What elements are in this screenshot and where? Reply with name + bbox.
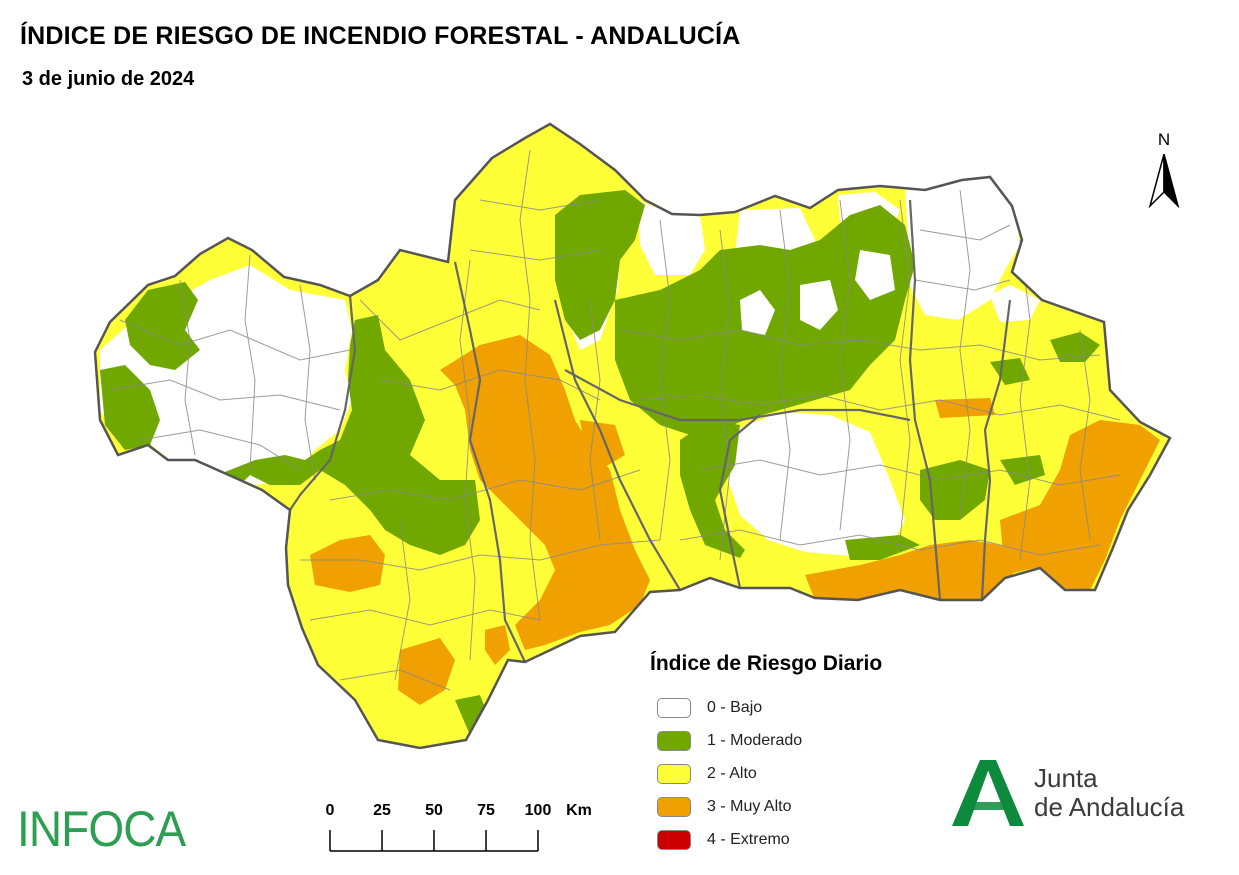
legend-label-moderado: 1 - Moderado <box>707 731 803 749</box>
legend-item-muy-alto: 3 - Muy Alto <box>650 790 950 823</box>
scale-tick-25: 25 <box>373 802 391 819</box>
scale-tick-100: 100 <box>524 802 552 819</box>
legend-swatch-alto <box>657 763 691 784</box>
scale-bar: 0 25 50 75 100 Km <box>322 800 622 860</box>
legend-swatch-muy-alto <box>657 796 691 817</box>
junta-logo-mark-icon <box>952 760 1024 826</box>
legend-swatch-moderado <box>657 730 691 751</box>
scale-unit: Km <box>566 802 592 819</box>
legend-swatch-extremo <box>657 829 691 850</box>
junta-logo-line1: Junta <box>1034 763 1098 793</box>
legend-swatch-bajo <box>657 697 691 718</box>
scale-bar-line <box>329 830 539 852</box>
province-boundaries <box>289 199 1012 663</box>
legend-item-bajo: 0 - Bajo <box>650 691 950 724</box>
north-arrow: N <box>1144 130 1184 210</box>
municipality-grid <box>109 149 1121 691</box>
legend-item-alto: 2 - Alto <box>650 757 950 790</box>
legend-label-alto: 2 - Alto <box>707 764 757 782</box>
scale-tick-75: 75 <box>477 802 495 819</box>
north-label: N <box>1157 130 1171 149</box>
legend: Índice de Riesgo Diario 0 - Bajo 1 - Mod… <box>650 652 950 856</box>
legend-item-moderado: 1 - Moderado <box>650 724 950 757</box>
junta-logo-text: Junta de Andalucía <box>1034 764 1184 822</box>
legend-title: Índice de Riesgo Diario <box>650 652 883 675</box>
north-arrow-icon <box>1148 154 1180 208</box>
legend-item-extremo: 4 - Extremo <box>650 823 950 856</box>
map-title: ÍNDICE DE RIESGO DE INCENDIO FORESTAL - … <box>20 22 741 50</box>
risk-muy-alto-areas <box>310 335 1160 705</box>
legend-label-muy-alto: 3 - Muy Alto <box>707 797 792 815</box>
scale-tick-50: 50 <box>425 802 443 819</box>
junta-logo-line2: de Andalucía <box>1034 792 1185 822</box>
infoca-logo: INFOCA <box>17 801 186 857</box>
legend-label-extremo: 4 - Extremo <box>707 830 790 848</box>
scale-tick-0: 0 <box>325 802 335 819</box>
risk-moderado-interior-white <box>740 250 895 335</box>
legend-label-bajo: 0 - Bajo <box>707 698 763 716</box>
scale-bar-labels: 0 25 50 75 100 Km <box>322 802 622 824</box>
map-date: 3 de junio de 2024 <box>22 68 195 90</box>
junta-de-andalucia-logo: Junta de Andalucía <box>948 752 1228 832</box>
